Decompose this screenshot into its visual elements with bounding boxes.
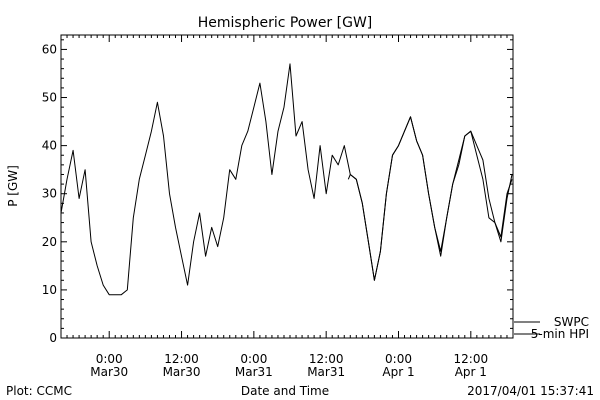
series-layer bbox=[60, 63, 513, 296]
chart-title: Hemispheric Power [GW] bbox=[198, 15, 373, 31]
y-axis-label: P [GW] bbox=[6, 165, 20, 207]
y-tick-label: 20 bbox=[42, 235, 57, 249]
x-tick-label: 12:00 bbox=[164, 352, 199, 366]
x-tick-date-label: Apr 1 bbox=[382, 365, 414, 379]
series-line-swpc bbox=[347, 116, 513, 281]
plot-frame bbox=[60, 34, 514, 339]
x-tick-date-label: Apr 1 bbox=[455, 365, 487, 379]
x-tick-label: 0:00 bbox=[96, 352, 123, 366]
y-tick-label: 10 bbox=[42, 283, 57, 297]
x-tick-label: 12:00 bbox=[454, 352, 489, 366]
plot-credit: Plot: CCMC bbox=[6, 384, 72, 398]
y-tick-label: 60 bbox=[42, 42, 57, 56]
y-tick-label: 40 bbox=[42, 139, 57, 153]
legend-label-5-min-hpi: 5-min HPI bbox=[531, 327, 589, 341]
y-tick-label: 50 bbox=[42, 91, 57, 105]
x-tick-date-label: Mar31 bbox=[307, 365, 345, 379]
legend-label-swpc: SWPC bbox=[554, 315, 589, 329]
y-axis: 0 10 20 30 40 50 60 bbox=[42, 39, 513, 345]
x-tick-date-label: Mar30 bbox=[163, 365, 201, 379]
x-axis: 0:00Mar3012:00Mar300:00Mar3112:00Mar310:… bbox=[60, 35, 514, 379]
x-axis-label: Date and Time bbox=[241, 384, 329, 398]
y-tick-label: 30 bbox=[42, 187, 57, 201]
x-tick-label: 12:00 bbox=[309, 352, 344, 366]
y-tick-label: 0 bbox=[49, 331, 57, 345]
x-tick-label: 0:00 bbox=[385, 352, 412, 366]
series-line-5-min-hpi bbox=[60, 63, 513, 296]
x-tick-label: 0:00 bbox=[240, 352, 267, 366]
x-tick-date-label: Mar30 bbox=[90, 365, 128, 379]
x-tick-date-label: Mar31 bbox=[235, 365, 273, 379]
plot-timestamp: 2017/04/01 15:37:41 bbox=[467, 384, 594, 398]
